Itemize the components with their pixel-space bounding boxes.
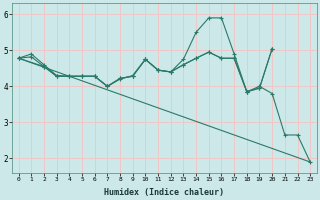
- X-axis label: Humidex (Indice chaleur): Humidex (Indice chaleur): [104, 188, 224, 197]
